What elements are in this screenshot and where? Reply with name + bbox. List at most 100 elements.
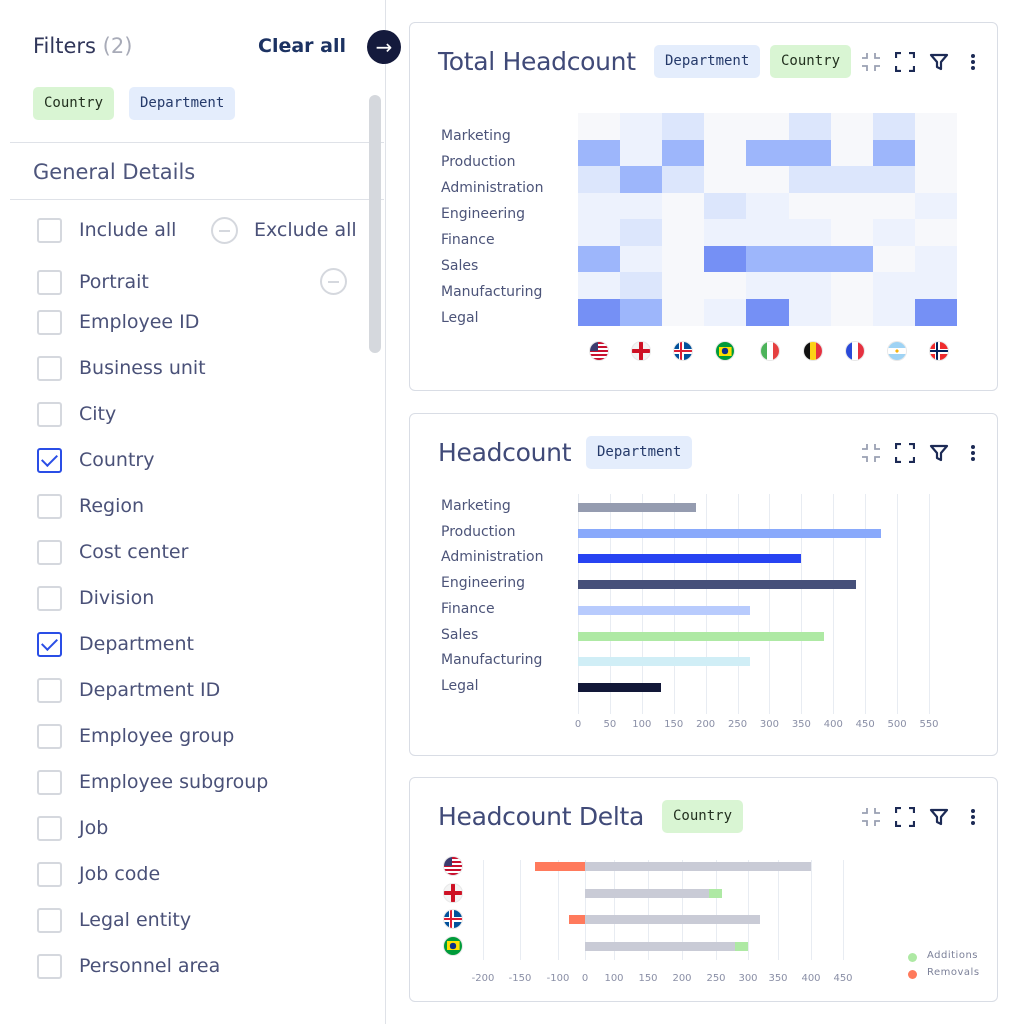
filter-item[interactable]: Division [37,584,154,612]
filter-item-label: Employee subgroup [79,771,269,793]
card-title: Headcount Delta [438,802,645,831]
heatmap-cell [704,166,747,193]
collapse-sidebar-button[interactable]: → [367,30,401,64]
filter-item-label: Business unit [79,357,206,379]
filter-item[interactable]: Portrait [37,268,347,296]
filter-item[interactable]: Employee group [37,722,234,750]
checkbox-icon[interactable] [37,217,62,243]
checkbox-icon[interactable] [37,447,62,473]
filter-item[interactable]: Employee ID [37,308,199,336]
clear-all-button[interactable]: Clear all [258,35,346,57]
checkbox-icon[interactable] [37,401,62,427]
heatmap-cell [620,139,663,167]
legend-swatch [908,970,917,979]
heatmap-cell [788,272,832,299]
checkbox-icon[interactable] [37,677,62,703]
x-tick-label: 250 [727,719,748,730]
expand-icon[interactable] [895,52,915,72]
heatmap-cell [872,166,916,193]
filter-icon[interactable] [929,52,949,72]
checkbox-icon[interactable] [37,907,62,933]
tag-department[interactable]: Department [586,436,693,469]
filter-item[interactable]: Cost center [37,538,188,566]
x-tick-label: 500 [887,719,907,730]
flag-iceland-icon [674,342,693,360]
x-tick-label: 150 [638,973,658,984]
checkbox-icon[interactable] [37,815,62,841]
card-title: Total Headcount [438,47,636,76]
filter-item[interactable]: Personnel area [37,952,220,980]
checkbox-icon[interactable] [37,309,62,335]
checkbox-icon[interactable] [37,631,62,657]
checkbox-icon[interactable] [37,355,62,381]
checkbox-icon[interactable] [37,585,62,611]
heatmap-cell [578,219,621,246]
filter-item[interactable]: Employee subgroup [37,768,268,796]
minus-circle-icon[interactable] [320,268,347,295]
category-label: Marketing [441,498,511,514]
filter-item[interactable]: Department [37,630,194,658]
heatmap-cell [746,139,789,167]
checkbox-icon[interactable] [37,861,62,887]
checkbox-icon[interactable] [37,723,62,749]
gridline [705,494,707,714]
active-filter-chip-department[interactable]: Department [129,87,236,120]
gridline [737,494,739,714]
expand-icon[interactable] [895,443,915,463]
scrollbar[interactable] [369,95,381,353]
legend-label: Removals [927,967,980,978]
heatmap-cell [578,298,621,326]
checkbox-icon[interactable] [37,769,62,795]
active-filter-chip-country[interactable]: Country [33,87,115,120]
filter-item-label: Country [79,449,155,471]
gridline [865,494,867,714]
filter-item[interactable]: Department ID [37,676,220,704]
gridline [648,860,649,960]
tag-country[interactable]: Country [662,800,744,833]
heatmap-cell [620,272,663,299]
checkbox-icon[interactable] [37,539,62,565]
collapse-icon[interactable] [861,807,881,827]
heatmap-cell [914,113,958,140]
more-vertical-icon[interactable] [963,807,983,827]
row-label: Finance [441,232,495,248]
gridline [778,860,779,960]
expand-icon[interactable] [895,807,915,827]
heatmap-cell [620,219,663,246]
heatmap-cell [788,139,832,167]
heatmap-cell [704,139,747,167]
collapse-icon[interactable] [861,443,881,463]
filter-item[interactable]: Legal entity [37,906,191,934]
checkbox-icon[interactable] [37,269,62,295]
tag-department[interactable]: Department [654,45,761,78]
category-label: Production [441,523,516,540]
heatmap-cell [746,113,789,140]
filter-item[interactable]: City [37,400,116,428]
heatmap-cell [788,298,832,326]
filter-item[interactable]: Region [37,492,144,520]
exclude-all-button[interactable]: Exclude all [211,216,357,244]
checkbox-icon[interactable] [37,493,62,519]
include-all-checkbox[interactable]: Include all [37,216,176,244]
minus-circle-icon [211,216,238,244]
bar [578,554,802,564]
filter-icon[interactable] [929,807,949,827]
row-label: Legal [441,310,479,326]
checkbox-icon[interactable] [37,953,62,979]
heatmap-cell [830,113,874,140]
filter-item[interactable]: Job code [37,860,160,888]
filter-item[interactable]: Job [37,814,108,842]
more-vertical-icon[interactable] [963,443,983,463]
x-tick-label: 450 [833,973,853,984]
filter-icon[interactable] [929,443,949,463]
heatmap-cell [662,245,705,273]
gridline [641,494,643,714]
heatmap-cell [914,245,958,273]
tag-country[interactable]: Country [770,45,852,78]
total-headcount-card: Total Headcount Department Country Marketin… [409,22,998,391]
filter-item[interactable]: Business unit [37,354,206,382]
heatmap-cell [788,245,832,273]
collapse-icon[interactable] [861,52,881,72]
filter-item[interactable]: Country [37,446,154,474]
more-vertical-icon[interactable] [963,52,983,72]
